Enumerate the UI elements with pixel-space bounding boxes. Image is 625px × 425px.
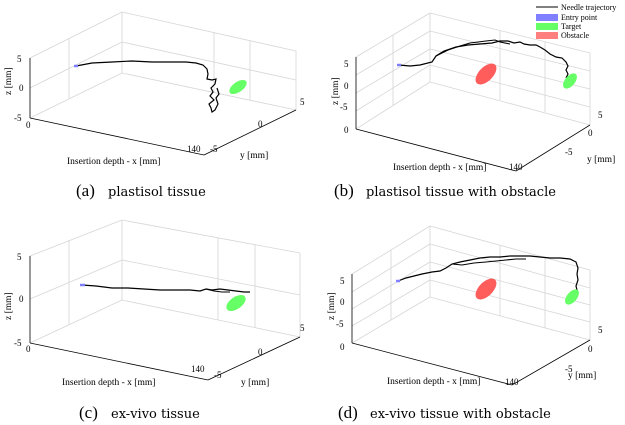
panel-d-caption-text: ex-vivo tissue with obstacle bbox=[370, 407, 551, 422]
panel-b-grid bbox=[355, 12, 591, 130]
panel-a-z-tick-3: -5 bbox=[14, 113, 22, 123]
panel-c-caption-text: ex-vivo tissue bbox=[111, 407, 200, 422]
panel-c-x-tick-2: 140 bbox=[191, 364, 205, 374]
panel-b-caption-text: plastisol tissue with obstacle bbox=[366, 185, 556, 200]
panel-d-z-tick-1: 5 bbox=[340, 276, 345, 286]
panel-c-grid bbox=[29, 219, 301, 344]
panel-a-ylabel: y [mm] bbox=[240, 151, 268, 161]
panel-b-xlabel: Insertion depth - x [mm] bbox=[393, 163, 486, 173]
panel-b-axes bbox=[355, 57, 591, 172]
panel-d-axes bbox=[351, 274, 591, 386]
panel-c-z-tick-1: 5 bbox=[17, 252, 22, 262]
panel-b-z-tick-3: -5 bbox=[340, 102, 348, 112]
panel-d: 5 0 -5 0 140 5 0 -5 z [mm] Insertion dep… bbox=[327, 225, 603, 422]
panel-c-axes bbox=[29, 256, 301, 381]
panel-a: 5 0 -5 0 140 5 0 -5 z [mm] Insertion dep… bbox=[4, 11, 305, 200]
panel-b-target bbox=[563, 73, 577, 89]
panel-d-caption-letter: (d) bbox=[338, 403, 358, 422]
panel-d-y-tick-1: 5 bbox=[598, 325, 603, 335]
panel-b-x-tick-2: 140 bbox=[509, 162, 523, 172]
panel-d-z-tick-2: 0 bbox=[340, 297, 345, 307]
panel-c-needle-branch bbox=[205, 288, 230, 293]
panel-d-x-tick-1: 0 bbox=[340, 342, 345, 352]
panel-a-needle-trajectory bbox=[75, 60, 220, 113]
panel-b-y-tick-1: 5 bbox=[598, 110, 603, 120]
panel-a-caption-letter: (a) bbox=[76, 181, 95, 200]
panel-c-needle-trajectory bbox=[81, 284, 250, 293]
legend-obstacle-swatch bbox=[536, 32, 558, 39]
legend-entry-swatch bbox=[536, 14, 558, 21]
panel-d-xlabel: Insertion depth - x [mm] bbox=[387, 377, 480, 387]
panel-b-ylabel: y [mm] bbox=[587, 155, 615, 165]
panel-a-z-tick-2: 0 bbox=[19, 83, 24, 93]
panel-c-y-tick-1: 5 bbox=[300, 323, 305, 333]
panel-c-z-tick-3: -5 bbox=[14, 338, 22, 348]
panel-c-xlabel: Insertion depth - x [mm] bbox=[62, 378, 155, 388]
panel-d-needle-trajectory bbox=[397, 255, 579, 295]
panel-d-zlabel: z [mm] bbox=[327, 292, 337, 320]
panel-b-z-tick-1: 5 bbox=[344, 59, 349, 69]
panel-a-x-tick-2: 140 bbox=[187, 144, 201, 154]
panel-d-obstacle bbox=[475, 278, 497, 300]
panel-b-z-tick-2: 0 bbox=[344, 81, 349, 91]
panel-d-x-tick-2: 140 bbox=[505, 377, 519, 387]
panel-c-caption-letter: (c) bbox=[79, 403, 98, 422]
panel-d-y-tick-2: 0 bbox=[588, 344, 593, 354]
panel-c-x-tick-1: 0 bbox=[26, 344, 31, 354]
panel-d-grid bbox=[351, 225, 591, 344]
panel-c-z-tick-2: 0 bbox=[19, 294, 24, 304]
panel-a-axes bbox=[29, 58, 297, 156]
panel-b-needle-branch bbox=[435, 39, 511, 57]
panel-a-target bbox=[229, 79, 247, 95]
panel-a-y-tick-2: 0 bbox=[258, 119, 263, 129]
panel-c-target bbox=[226, 295, 246, 311]
legend-target-swatch bbox=[536, 23, 558, 30]
panel-d-target bbox=[565, 289, 579, 305]
panel-a-x-tick-1: 0 bbox=[26, 120, 31, 130]
panel-b-x-tick-1: 0 bbox=[344, 125, 349, 135]
panel-b-zlabel: z [mm] bbox=[331, 77, 341, 105]
panel-a-y-tick-1: 5 bbox=[300, 97, 305, 107]
legend-target-label: Target bbox=[561, 22, 582, 31]
panel-d-ylabel: y [mm] bbox=[568, 371, 596, 381]
legend-obstacle-label: Obstacle bbox=[561, 31, 589, 40]
panel-a-caption-text: plastisol tissue bbox=[108, 185, 206, 200]
legend-needle-label: Needle trajectory bbox=[561, 3, 616, 12]
panel-c: 5 0 -5 0 140 5 0 -5 z [mm] Insertion dep… bbox=[4, 219, 305, 422]
legend-entry-label: Entry point bbox=[561, 13, 598, 22]
panel-b-caption-letter: (b) bbox=[334, 181, 354, 200]
panel-d-needle-branch bbox=[451, 258, 526, 266]
panel-c-zlabel: z [mm] bbox=[4, 292, 14, 320]
panel-a-xlabel: Insertion depth - x [mm] bbox=[67, 157, 160, 167]
panel-a-z-tick-1: 5 bbox=[17, 54, 22, 64]
panel-b-y-tick-3: -5 bbox=[565, 147, 573, 157]
panel-a-y-tick-3: -5 bbox=[210, 144, 218, 154]
legend: Needle trajectory Entry point Target Obs… bbox=[536, 3, 616, 40]
panel-a-zlabel: z [mm] bbox=[4, 67, 14, 95]
panel-d-z-tick-3: -5 bbox=[336, 319, 344, 329]
panel-b: 5 0 -5 0 140 5 0 -5 z [mm] Insertion dep… bbox=[331, 12, 615, 200]
panel-a-grid bbox=[29, 11, 297, 119]
panel-c-y-tick-2: 0 bbox=[258, 347, 263, 357]
panel-d-y-tick-3: -5 bbox=[565, 364, 573, 374]
panel-c-ylabel: y [mm] bbox=[241, 378, 269, 388]
panel-c-y-tick-3: -5 bbox=[214, 370, 222, 380]
panel-b-obstacle bbox=[475, 63, 497, 85]
panel-b-y-tick-2: 0 bbox=[588, 128, 593, 138]
